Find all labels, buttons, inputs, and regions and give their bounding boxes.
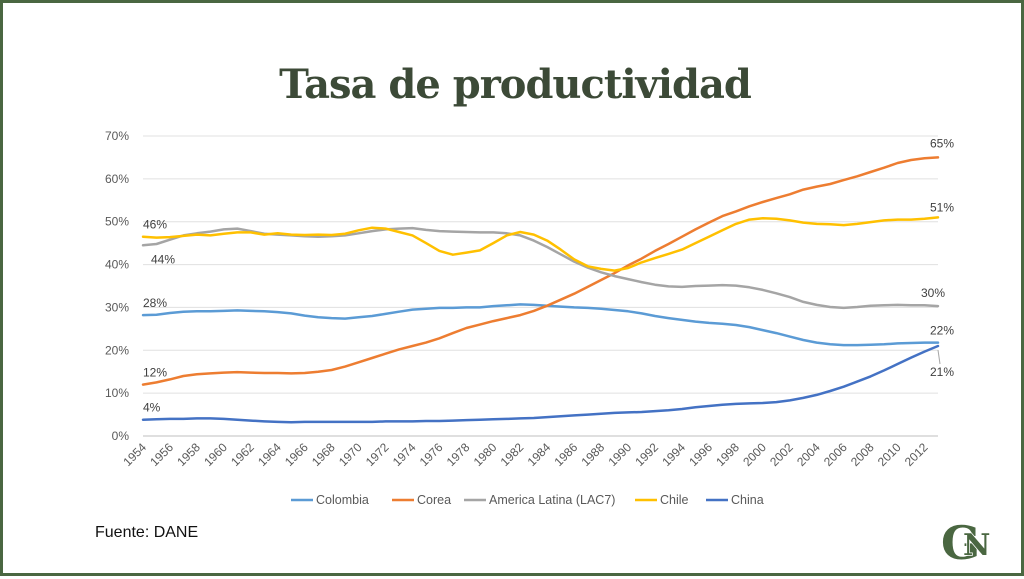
x-tick-label: 1996 — [686, 440, 715, 469]
x-tick-label: 1962 — [228, 440, 257, 469]
data-label: 12% — [143, 366, 167, 380]
x-tick-label: 1954 — [120, 440, 149, 469]
x-tick-label: 1994 — [659, 440, 688, 469]
x-tick-label: 1958 — [174, 440, 203, 469]
line-chart: 0%10%20%30%40%50%60%70%19541956195819601… — [105, 129, 954, 507]
svg-text:G: G — [941, 516, 980, 570]
x-tick-label: 1998 — [713, 440, 742, 469]
x-tick-label: 1956 — [147, 440, 176, 469]
x-tick-label: 1978 — [444, 440, 473, 469]
legend-item-chile: Chile — [660, 493, 689, 507]
y-tick-label: 0% — [112, 429, 130, 443]
x-tick-label: 1960 — [201, 440, 230, 469]
y-tick-label: 40% — [105, 258, 129, 272]
legend-item-colombia: Colombia — [316, 493, 369, 507]
x-tick-label: 2008 — [848, 440, 877, 469]
y-tick-label: 70% — [105, 129, 129, 143]
x-tick-label: 1964 — [255, 440, 284, 469]
x-tick-label: 1990 — [605, 440, 634, 469]
data-label: 44% — [151, 252, 175, 266]
x-tick-label: 1986 — [552, 440, 581, 469]
data-label: 46% — [143, 218, 167, 232]
y-tick-label: 60% — [105, 172, 129, 186]
series-line-china — [141, 344, 940, 424]
series-line-america-latina-lac7 — [141, 226, 940, 310]
legend-item-america-latina-lac7: America Latina (LAC7) — [489, 493, 615, 507]
x-tick-label: 1968 — [309, 440, 338, 469]
data-label: 21% — [930, 365, 954, 379]
legend-item-china: China — [731, 493, 764, 507]
x-tick-label: 1976 — [417, 440, 446, 469]
x-tick-label: 2010 — [875, 440, 904, 469]
x-tick-label: 1974 — [390, 440, 419, 469]
x-tick-label: 1984 — [525, 440, 554, 469]
x-tick-label: 2012 — [902, 440, 931, 469]
leader-line — [937, 349, 941, 365]
svg-text:N: N — [963, 528, 990, 563]
data-label: 65% — [930, 136, 954, 150]
series-line-chile — [141, 216, 940, 272]
y-tick-label: 50% — [105, 215, 129, 229]
gn-logo: G N — [941, 516, 991, 570]
data-label: 28% — [143, 296, 167, 310]
data-label: 22% — [930, 324, 954, 338]
data-label: 30% — [921, 286, 945, 300]
x-tick-label: 2004 — [794, 440, 823, 469]
x-tick-label: 1992 — [632, 440, 661, 469]
series-line-colombia — [141, 303, 940, 347]
y-tick-label: 10% — [105, 386, 129, 400]
x-tick-label: 1988 — [578, 440, 607, 469]
y-tick-label: 20% — [105, 343, 129, 357]
source-note: Fuente: DANE — [95, 524, 199, 541]
x-tick-label: 2006 — [821, 440, 850, 469]
x-tick-label: 1980 — [471, 440, 500, 469]
x-tick-label: 1970 — [336, 440, 365, 469]
data-label: 51% — [930, 200, 954, 214]
x-tick-label: 1972 — [363, 440, 392, 469]
slide-title: Tasa de productividad — [279, 61, 752, 108]
x-tick-label: 2000 — [740, 440, 769, 469]
x-tick-label: 1982 — [498, 440, 527, 469]
x-tick-label: 1966 — [282, 440, 311, 469]
series-line-corea — [141, 156, 940, 386]
legend-item-corea: Corea — [417, 493, 451, 507]
x-tick-label: 2002 — [767, 440, 796, 469]
data-label: 4% — [143, 401, 161, 415]
y-tick-label: 30% — [105, 300, 129, 314]
